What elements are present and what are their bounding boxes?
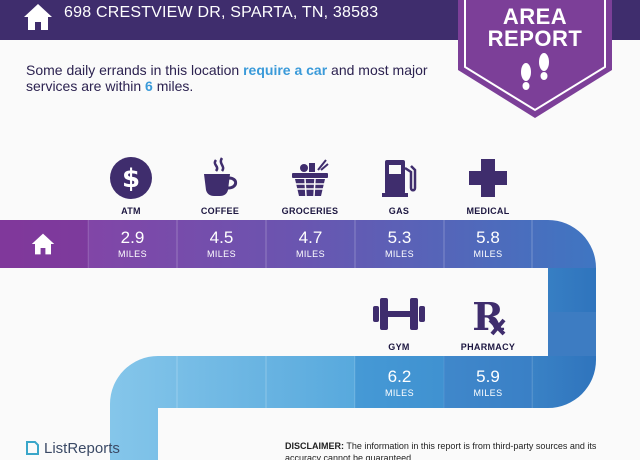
distance-value: 5.9 [476,367,500,386]
car-requirement-highlight: require a car [243,62,328,78]
medical-cross-icon [469,159,507,197]
category-label: PHARMACY [460,342,516,352]
category-gas: GAS [355,156,443,216]
brand-logo: ListReports [24,440,120,457]
home-icon [24,4,52,30]
listreports-logo-icon [26,441,39,455]
distance-unit: MILES [473,249,503,259]
brand-name: ListReports [44,440,120,457]
origin-home-icon [31,233,55,255]
distance-value: 2.9 [120,228,145,247]
distance-cell-medical: 5.8 MILES [444,228,532,260]
category-label: GYM [388,342,410,352]
distance-cell-pharmacy: 5.9 MILES [444,367,532,399]
distance-cell-gas: 5.3 MILES [355,228,444,260]
distance-unit: MILES [206,249,236,259]
gas-pump-icon [382,160,417,197]
distance-highlight: 6 [145,78,153,94]
badge-title-line2: REPORT [487,26,583,51]
category-pharmacy: R PHARMACY [444,292,532,352]
distance-unit: MILES [384,249,414,259]
distance-cell-groceries: 4.7 MILES [266,228,355,260]
distance-unit: MILES [117,249,147,259]
grocery-basket-icon [292,159,329,197]
distance-cell-atm: 2.9 MILES [88,228,177,260]
category-atm: $ ATM [87,156,175,216]
distance-value: 4.5 [209,228,234,247]
distance-unit: MILES [384,388,414,398]
category-label: MEDICAL [466,206,510,216]
disclaimer-text: The information in this report is from t… [285,441,597,460]
category-groceries: GROCERIES [266,156,354,216]
distance-value: 5.8 [476,228,500,247]
dumbbell-icon [373,298,425,330]
summary-text: Some daily errands in this location requ… [26,62,428,94]
category-coffee: COFFEE [176,156,264,216]
distance-unit: MILES [295,249,325,259]
category-gym: GYM [355,292,443,352]
area-report-badge: AREA REPORT [458,0,612,118]
category-medical: MEDICAL [444,156,532,216]
category-label: ATM [121,206,141,216]
coffee-cup-icon [204,157,238,196]
disclaimer-label: DISCLAIMER: [285,441,344,451]
svg-text:$: $ [122,164,140,194]
category-label: COFFEE [200,206,240,216]
distance-value: 4.7 [298,228,323,247]
distance-cell-coffee: 4.5 MILES [177,228,266,260]
distance-value: 5.3 [387,228,412,247]
badge-title-line1: AREA [502,4,568,29]
distance-value: 6.2 [387,367,412,386]
rx-icon: R [472,294,506,336]
distance-cell-gym: 6.2 MILES [355,367,444,399]
dollar-icon: $ [110,157,152,199]
footprints-icon [521,53,549,90]
address-text: 698 CRESTVIEW DR, SPARTA, TN, 38583 [64,4,379,21]
category-label: GAS [388,206,410,216]
category-label: GROCERIES [281,206,339,216]
disclaimer: DISCLAIMER: The information in this repo… [285,440,625,460]
distance-unit: MILES [473,388,503,398]
